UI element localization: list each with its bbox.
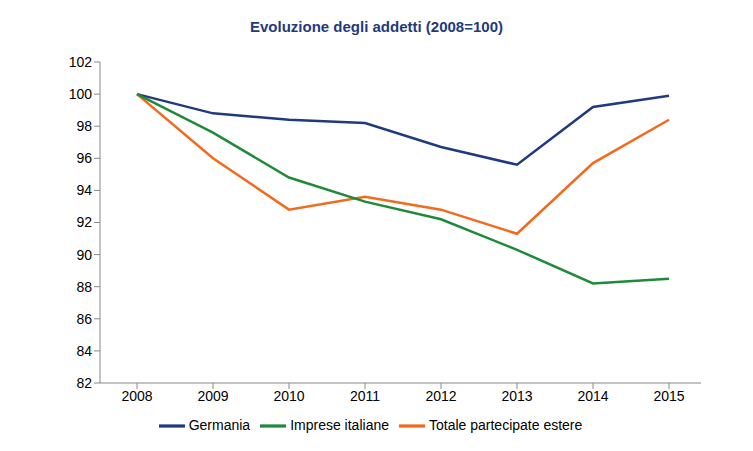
svg-text:2013: 2013 xyxy=(501,388,532,404)
svg-text:94: 94 xyxy=(76,182,92,198)
svg-text:2015: 2015 xyxy=(653,388,684,404)
svg-text:2014: 2014 xyxy=(577,388,608,404)
svg-text:90: 90 xyxy=(76,247,92,263)
html-text:Totale partecipate estere: Totale partecipate estere xyxy=(429,416,583,433)
svg-text:2010: 2010 xyxy=(273,388,304,404)
svg-text:2012: 2012 xyxy=(425,388,456,404)
html-text:Evoluzione degli addetti (2008: Evoluzione degli addetti (2008=100) xyxy=(250,18,503,35)
svg-text:88: 88 xyxy=(76,279,92,295)
svg-text:2011: 2011 xyxy=(350,388,380,404)
svg-text:82: 82 xyxy=(76,375,92,391)
svg-text:102: 102 xyxy=(69,54,93,70)
svg-text:100: 100 xyxy=(69,86,93,102)
svg-text:92: 92 xyxy=(76,214,92,230)
html-text:Germania: Germania xyxy=(188,416,251,433)
svg-text:98: 98 xyxy=(76,118,92,134)
svg-text:86: 86 xyxy=(76,311,92,327)
svg-text:2009: 2009 xyxy=(197,388,228,404)
svg-text:2008: 2008 xyxy=(121,388,152,404)
html-text:Imprese italiane: Imprese italiane xyxy=(290,416,389,433)
svg-text:84: 84 xyxy=(76,343,92,359)
svg-text:96: 96 xyxy=(76,150,92,166)
